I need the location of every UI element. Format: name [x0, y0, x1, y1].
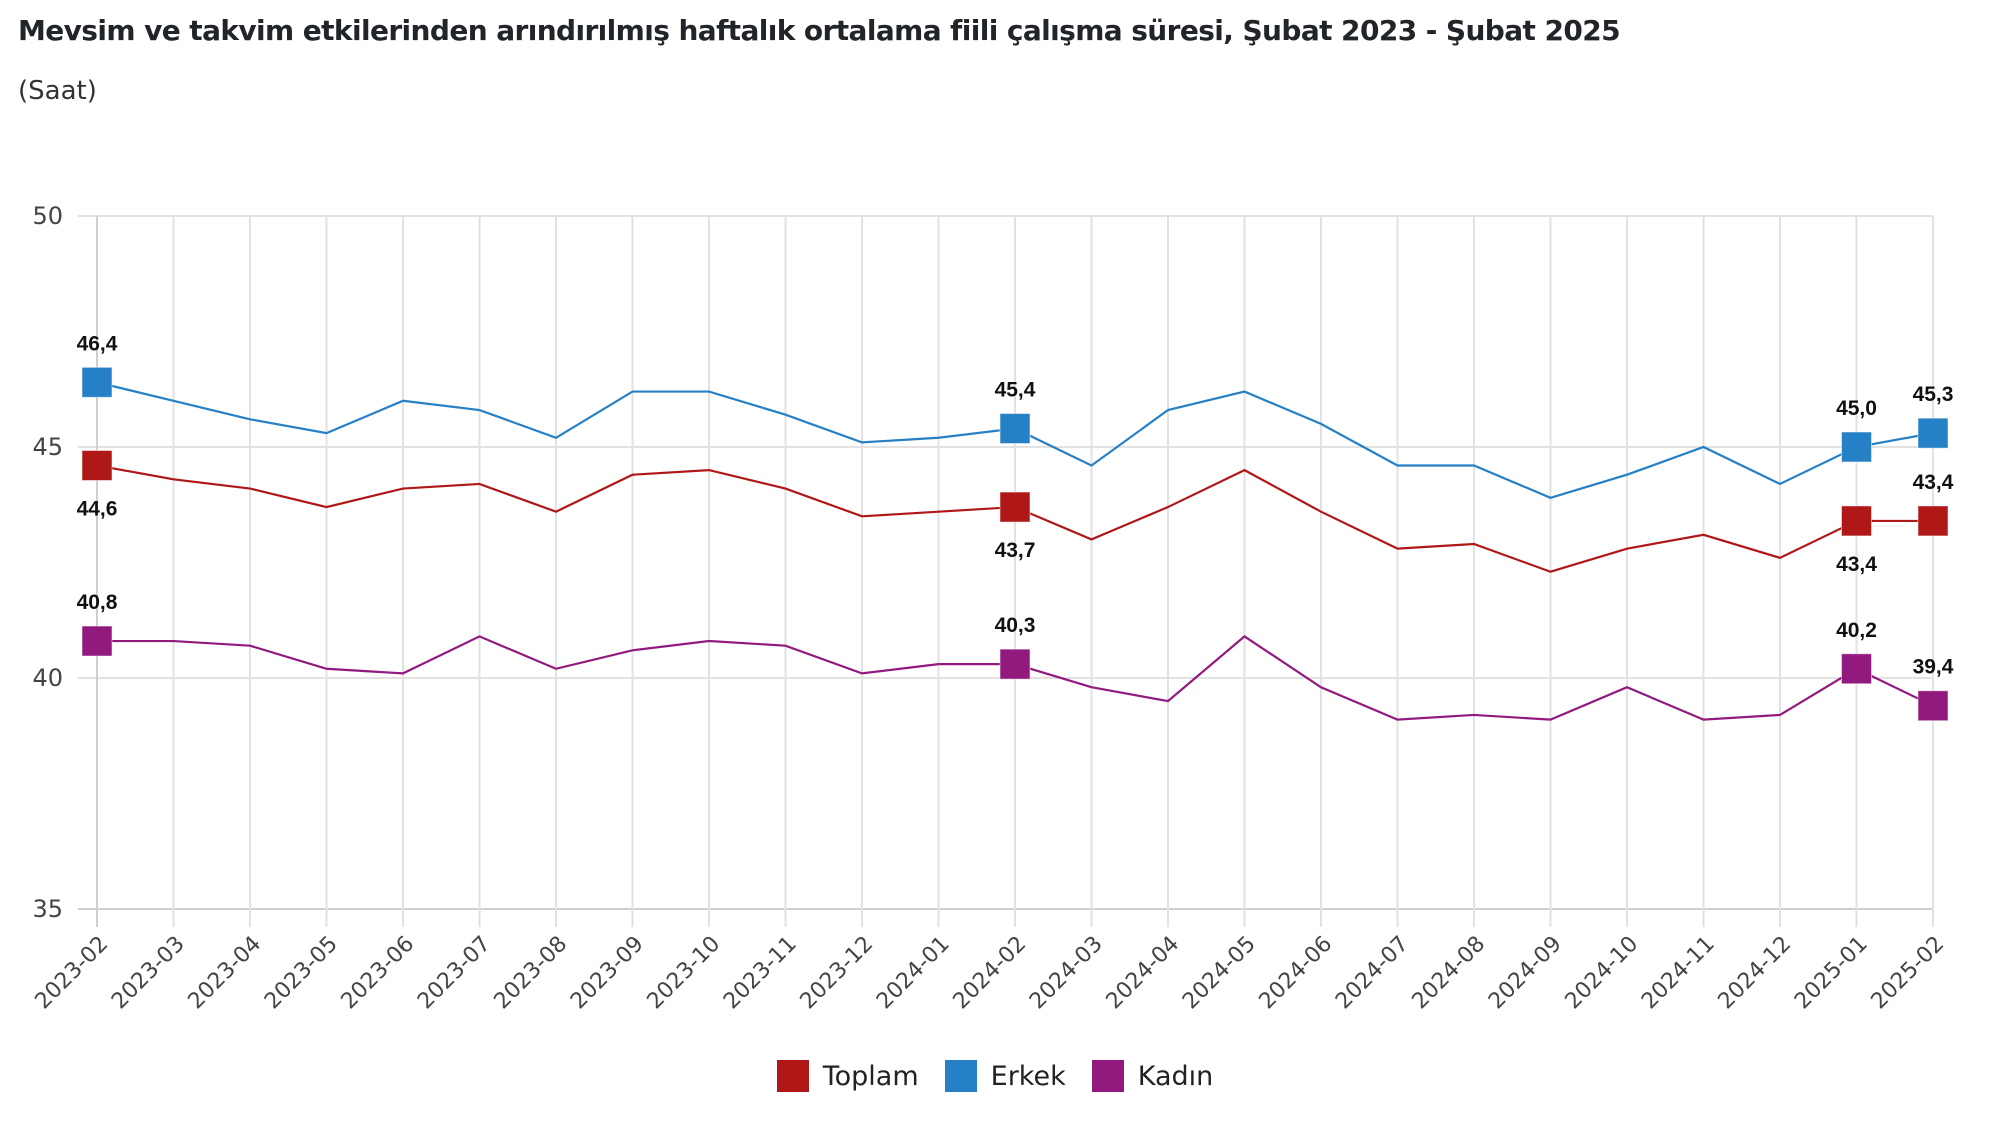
- legend-swatch-kadin: [1091, 1060, 1124, 1092]
- data-marker: [81, 625, 113, 657]
- data-label: 45,4: [995, 379, 1036, 402]
- x-tick-label: 2023-07: [413, 932, 496, 1015]
- legend-label: Kadın: [1137, 1060, 1214, 1092]
- legend-swatch-toplam: [776, 1060, 809, 1092]
- y-axis: 35 40 45 50: [32, 202, 63, 923]
- x-tick-label: 2024-07: [1331, 932, 1414, 1015]
- x-tick-label: 2023-02: [31, 932, 114, 1015]
- x-tick-label: 2023-09: [566, 932, 649, 1015]
- x-tick-label: 2023-10: [643, 932, 726, 1015]
- data-label: 40,2: [1836, 619, 1877, 642]
- legend-label: Toplam: [822, 1060, 919, 1092]
- x-tick-label: 2024-09: [1484, 932, 1567, 1015]
- y-tick-label: 40: [32, 664, 63, 692]
- x-tick-label: 2023-03: [107, 932, 190, 1015]
- x-tick-label: 2023-06: [337, 932, 420, 1015]
- data-marker: [81, 449, 113, 481]
- data-marker: [1917, 690, 1949, 722]
- chart-subtitle: (Saat): [18, 76, 97, 106]
- data-marker: [1917, 417, 1949, 449]
- x-tick-label: 2023-08: [490, 932, 573, 1015]
- x-tick-label: 2024-02: [949, 932, 1032, 1015]
- y-tick-label: 50: [32, 202, 63, 230]
- data-marker: [1841, 431, 1872, 463]
- x-tick-label: 2023-04: [184, 932, 267, 1015]
- chart-title: Mevsim ve takvim etkilerinden arındırılm…: [18, 14, 1621, 47]
- x-tick-label: 2024-03: [1025, 932, 1108, 1015]
- data-label: 45,3: [1913, 383, 1954, 406]
- data-label: 39,4: [1913, 656, 1954, 679]
- x-tick-label: 2024-12: [1714, 932, 1797, 1015]
- x-tick-label: 2024-11: [1637, 932, 1720, 1015]
- series-markers: [81, 366, 1949, 722]
- x-tick-label: 2024-01: [872, 932, 955, 1015]
- data-label: 43,4: [1913, 471, 1954, 494]
- data-label: 46,4: [77, 332, 118, 355]
- y-tick-label: 35: [32, 895, 63, 923]
- data-label: 45,0: [1836, 397, 1877, 420]
- legend-item-erkek[interactable]: Erkek: [944, 1060, 1066, 1092]
- x-tick-label: 2023-12: [796, 932, 879, 1015]
- legend-swatch-erkek: [944, 1060, 977, 1092]
- data-marker: [999, 648, 1031, 680]
- data-marker: [999, 491, 1031, 523]
- x-axis: 2023-022023-032023-042023-052023-062023-…: [31, 932, 1950, 1015]
- grid: [78, 215, 1934, 927]
- x-tick-label: 2025-01: [1790, 932, 1873, 1015]
- data-label: 44,6: [77, 497, 118, 520]
- legend: Toplam Erkek Kadın: [0, 1060, 1990, 1092]
- data-labels: 44,6 43,7 43,4 43,4 46,4 45,4 45,0 45,3 40,8 40,3…: [77, 332, 1954, 678]
- x-tick-label: 2024-06: [1255, 932, 1338, 1015]
- x-tick-label: 2023-11: [719, 932, 802, 1015]
- x-tick-label: 2024-05: [1178, 932, 1261, 1015]
- x-tick-label: 2025-02: [1867, 932, 1950, 1015]
- data-label: 40,8: [77, 591, 118, 614]
- data-marker: [999, 413, 1031, 445]
- x-tick-label: 2024-04: [1102, 932, 1185, 1015]
- legend-item-kadin[interactable]: Kadın: [1091, 1060, 1214, 1092]
- data-marker: [1841, 505, 1872, 537]
- legend-label: Erkek: [990, 1060, 1066, 1092]
- x-tick-label: 2024-08: [1408, 932, 1491, 1015]
- data-label: 43,7: [995, 539, 1036, 562]
- x-tick-label: 2024-10: [1561, 932, 1644, 1015]
- data-label: 40,3: [995, 614, 1036, 637]
- data-marker: [1917, 505, 1949, 537]
- data-marker: [81, 366, 113, 398]
- legend-item-toplam[interactable]: Toplam: [776, 1060, 919, 1092]
- y-tick-label: 45: [32, 433, 63, 461]
- data-label: 43,4: [1836, 553, 1877, 576]
- x-tick-label: 2023-05: [260, 932, 343, 1015]
- data-marker: [1841, 653, 1872, 685]
